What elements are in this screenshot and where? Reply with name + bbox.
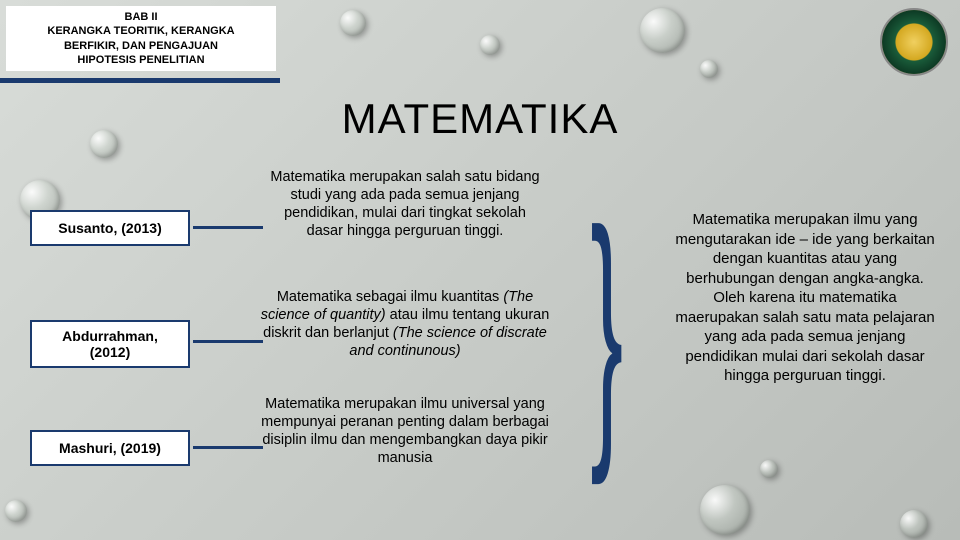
connector-1 xyxy=(193,226,263,229)
page-title: MATEMATIKA xyxy=(0,95,960,143)
author-box-1: Susanto, (2013) xyxy=(30,210,190,246)
droplet-decoration xyxy=(760,460,778,478)
droplet-decoration xyxy=(480,35,500,55)
header-line4: HIPOTESIS PENELITIAN xyxy=(12,53,270,67)
droplet-decoration xyxy=(640,8,685,53)
description-2: Matematika sebagai ilmu kuantitas (The s… xyxy=(258,288,552,361)
header-line1: BAB II xyxy=(12,10,270,24)
author-3-label: Mashuri, (2019) xyxy=(59,440,161,456)
droplet-decoration xyxy=(700,485,750,535)
droplet-decoration xyxy=(700,60,718,78)
header-line2: KERANGKA TEORITIK, KERANGKA xyxy=(12,24,270,38)
university-logo xyxy=(880,8,948,76)
header-line3: BERFIKIR, DAN PENGAJUAN xyxy=(12,39,270,53)
summary-text: Matematika merupakan ilmu yang mengutara… xyxy=(670,210,940,386)
author-1-label: Susanto, (2013) xyxy=(58,220,161,236)
author-box-3: Mashuri, (2019) xyxy=(30,430,190,466)
author-box-2: Abdurrahman, (2012) xyxy=(30,320,190,368)
header-underline xyxy=(0,78,280,83)
chapter-header: BAB II KERANGKA TEORITIK, KERANGKA BERFI… xyxy=(6,6,276,71)
description-3: Matematika merupakan ilmu universal yang… xyxy=(258,395,552,468)
author-2-label: Abdurrahman, (2012) xyxy=(62,328,158,360)
droplet-decoration xyxy=(900,510,928,538)
connector-2 xyxy=(193,340,263,343)
description-1: Matematika merupakan salah satu bidang s… xyxy=(265,168,545,241)
droplet-decoration xyxy=(5,500,27,522)
droplet-decoration xyxy=(340,10,366,36)
connector-3 xyxy=(193,446,263,449)
